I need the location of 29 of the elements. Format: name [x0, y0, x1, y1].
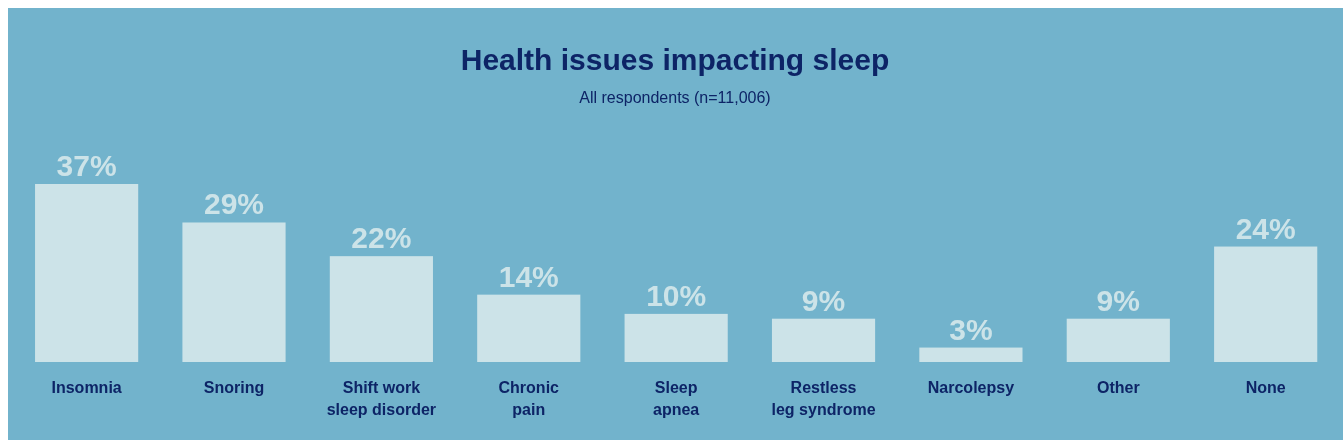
bar — [624, 313, 728, 362]
x-tick-label: Insomnia — [51, 379, 122, 396]
data-label: 29% — [203, 187, 265, 221]
bar — [1214, 246, 1318, 362]
bar — [919, 347, 1023, 362]
bar — [35, 184, 139, 362]
x-tick-label: Restless leg syndrome — [771, 379, 876, 418]
x-tick-label: Other — [1096, 379, 1140, 396]
x-tick-label: Snoring — [203, 379, 265, 396]
data-label: 22% — [351, 221, 412, 255]
x-tick-label: Shift work sleep disorder — [326, 379, 437, 418]
chart-subtitle: All respondents (n=11,006) — [579, 89, 771, 106]
data-label: 3% — [949, 312, 993, 346]
data-label: 24% — [1235, 211, 1296, 245]
x-tick-label: Narcolepsy — [927, 379, 1015, 396]
bar — [771, 318, 876, 362]
bar — [182, 222, 286, 362]
chart-title: Health issues impacting sleep — [460, 43, 890, 76]
data-label: 10% — [646, 278, 707, 312]
data-label: 14% — [498, 259, 559, 293]
data-label: 9% — [801, 283, 846, 317]
data-label: 9% — [1096, 283, 1140, 317]
bar — [477, 294, 581, 362]
x-tick-label: Chronic pain — [498, 379, 560, 418]
data-label: 37% — [56, 149, 117, 182]
bar — [329, 256, 433, 362]
x-tick-label: Sleep apnea — [653, 379, 700, 418]
x-tick-label: None — [1245, 379, 1286, 396]
bar — [1066, 318, 1170, 362]
